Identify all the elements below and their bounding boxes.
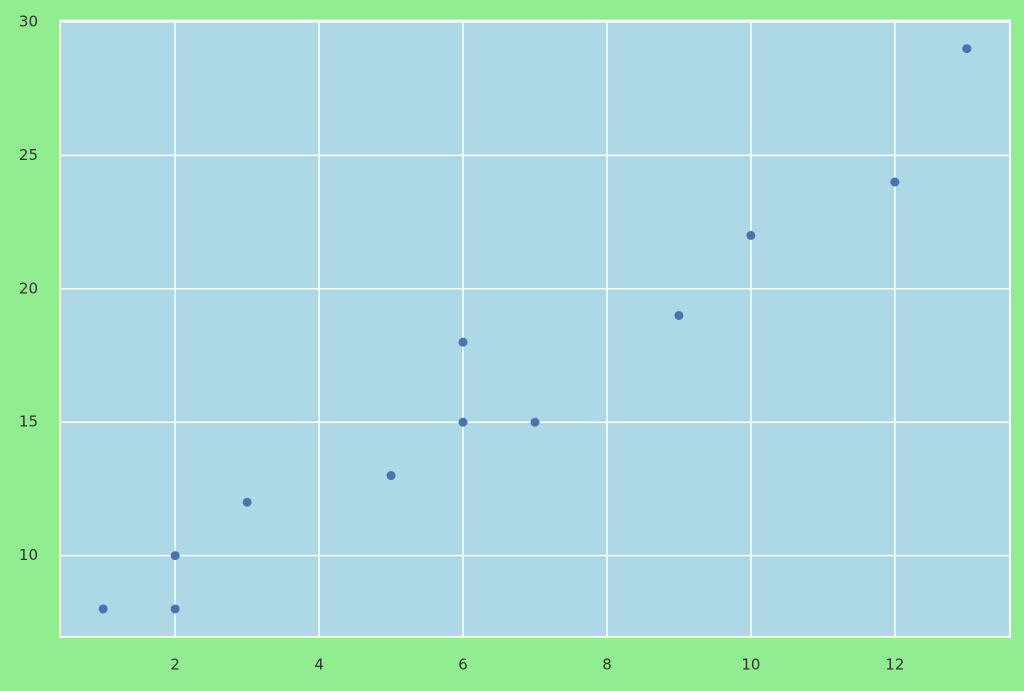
y-tick-label: 30	[19, 12, 38, 30]
point	[962, 44, 972, 54]
y-tick-label: 20	[19, 279, 38, 297]
point	[98, 604, 108, 614]
y-tick-label: 15	[19, 413, 38, 431]
x-tick-label: 4	[314, 656, 324, 674]
point	[674, 310, 684, 320]
point	[170, 551, 180, 561]
x-tick-label: 10	[741, 656, 760, 674]
plot-background	[60, 20, 1010, 638]
point	[170, 604, 180, 614]
y-tick-label: 25	[19, 146, 38, 164]
x-tick-label: 12	[885, 656, 904, 674]
point	[746, 230, 756, 240]
x-tick-label: 2	[170, 656, 180, 674]
point	[890, 177, 900, 187]
point	[458, 417, 468, 427]
point	[458, 337, 468, 347]
point	[386, 471, 396, 481]
point	[242, 497, 252, 507]
x-tick-label: 6	[458, 656, 468, 674]
point	[530, 417, 540, 427]
x-tick-label: 8	[602, 656, 612, 674]
plot-border	[59, 19, 1011, 639]
y-tick-label: 10	[19, 546, 38, 564]
